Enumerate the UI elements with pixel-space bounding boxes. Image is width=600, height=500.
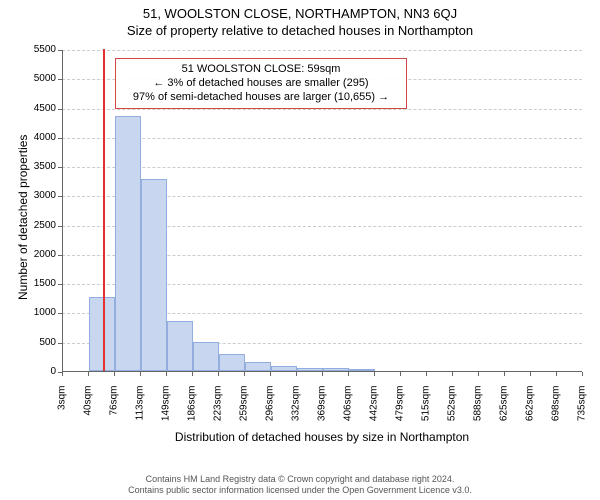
y-tick-label: 2500	[22, 220, 56, 231]
footer-line-1: Contains HM Land Registry data © Crown c…	[0, 474, 600, 485]
y-tick-label: 5500	[22, 44, 56, 55]
histogram-bar	[115, 116, 141, 371]
x-tick-mark	[218, 372, 219, 376]
x-tick-mark	[322, 372, 323, 376]
x-tick-mark	[114, 372, 115, 376]
x-tick-mark	[504, 372, 505, 376]
annotation-box: 51 WOOLSTON CLOSE: 59sqm ← 3% of detache…	[115, 58, 407, 109]
x-tick-mark	[62, 372, 63, 376]
x-tick-mark	[296, 372, 297, 376]
x-tick-label: 735sqm	[577, 386, 588, 436]
x-tick-label: 588sqm	[473, 386, 484, 436]
x-tick-mark	[270, 372, 271, 376]
y-tick-mark	[58, 50, 62, 51]
annotation-line-1: 51 WOOLSTON CLOSE: 59sqm	[122, 63, 400, 77]
y-tick-mark	[58, 255, 62, 256]
x-tick-label: 296sqm	[265, 386, 276, 436]
histogram-bar	[167, 321, 193, 371]
y-tick-mark	[58, 313, 62, 314]
y-tick-label: 0	[22, 366, 56, 377]
y-tick-label: 4000	[22, 132, 56, 143]
x-tick-label: 223sqm	[213, 386, 224, 436]
x-tick-mark	[478, 372, 479, 376]
histogram-bar	[245, 362, 271, 371]
x-tick-label: 76sqm	[109, 386, 120, 436]
y-tick-mark	[58, 167, 62, 168]
x-tick-label: 552sqm	[447, 386, 458, 436]
x-tick-label: 149sqm	[161, 386, 172, 436]
y-tick-mark	[58, 79, 62, 80]
y-tick-label: 1500	[22, 278, 56, 289]
annotation-line-2: ← 3% of detached houses are smaller (295…	[122, 77, 400, 91]
x-tick-label: 515sqm	[421, 386, 432, 436]
y-tick-label: 5000	[22, 73, 56, 84]
y-axis-label: Number of detached properties	[16, 135, 30, 300]
x-tick-label: 406sqm	[343, 386, 354, 436]
y-tick-label: 3500	[22, 161, 56, 172]
x-tick-mark	[88, 372, 89, 376]
x-tick-label: 186sqm	[187, 386, 198, 436]
x-tick-mark	[452, 372, 453, 376]
x-tick-label: 369sqm	[317, 386, 328, 436]
x-tick-mark	[192, 372, 193, 376]
y-tick-mark	[58, 109, 62, 110]
x-tick-mark	[374, 372, 375, 376]
chart-subtitle: Size of property relative to detached ho…	[0, 21, 600, 38]
x-tick-label: 3sqm	[57, 386, 68, 436]
histogram-bar	[141, 179, 167, 371]
x-tick-mark	[244, 372, 245, 376]
x-tick-mark	[426, 372, 427, 376]
x-tick-label: 259sqm	[239, 386, 250, 436]
chart-title: 51, WOOLSTON CLOSE, NORTHAMPTON, NN3 6QJ	[0, 0, 600, 21]
x-tick-mark	[140, 372, 141, 376]
histogram-bar	[193, 342, 219, 371]
x-tick-label: 113sqm	[135, 386, 146, 436]
histogram-bar	[219, 354, 245, 371]
x-tick-mark	[582, 372, 583, 376]
x-tick-label: 625sqm	[499, 386, 510, 436]
x-tick-label: 442sqm	[369, 386, 380, 436]
y-tick-mark	[58, 196, 62, 197]
histogram-bar	[271, 366, 297, 371]
y-tick-label: 4500	[22, 103, 56, 114]
histogram-bar	[323, 368, 349, 371]
annotation-line-3: 97% of semi-detached houses are larger (…	[122, 91, 400, 105]
marker-line	[103, 49, 105, 371]
y-tick-mark	[58, 138, 62, 139]
y-tick-mark	[58, 284, 62, 285]
x-axis-label: Distribution of detached houses by size …	[62, 430, 582, 444]
x-tick-mark	[556, 372, 557, 376]
x-tick-mark	[400, 372, 401, 376]
x-tick-mark	[530, 372, 531, 376]
histogram-bar	[297, 368, 323, 371]
x-tick-label: 662sqm	[525, 386, 536, 436]
y-tick-mark	[58, 226, 62, 227]
y-tick-label: 500	[22, 337, 56, 348]
y-tick-label: 3000	[22, 190, 56, 201]
x-tick-label: 698sqm	[551, 386, 562, 436]
x-tick-mark	[166, 372, 167, 376]
histogram-bar	[349, 369, 375, 371]
x-tick-mark	[348, 372, 349, 376]
x-tick-label: 479sqm	[395, 386, 406, 436]
y-tick-label: 2000	[22, 249, 56, 260]
footer-text: Contains HM Land Registry data © Crown c…	[0, 474, 600, 496]
x-tick-label: 332sqm	[291, 386, 302, 436]
footer-line-2: Contains public sector information licen…	[0, 485, 600, 496]
x-tick-label: 40sqm	[83, 386, 94, 436]
y-tick-mark	[58, 343, 62, 344]
y-tick-label: 1000	[22, 307, 56, 318]
